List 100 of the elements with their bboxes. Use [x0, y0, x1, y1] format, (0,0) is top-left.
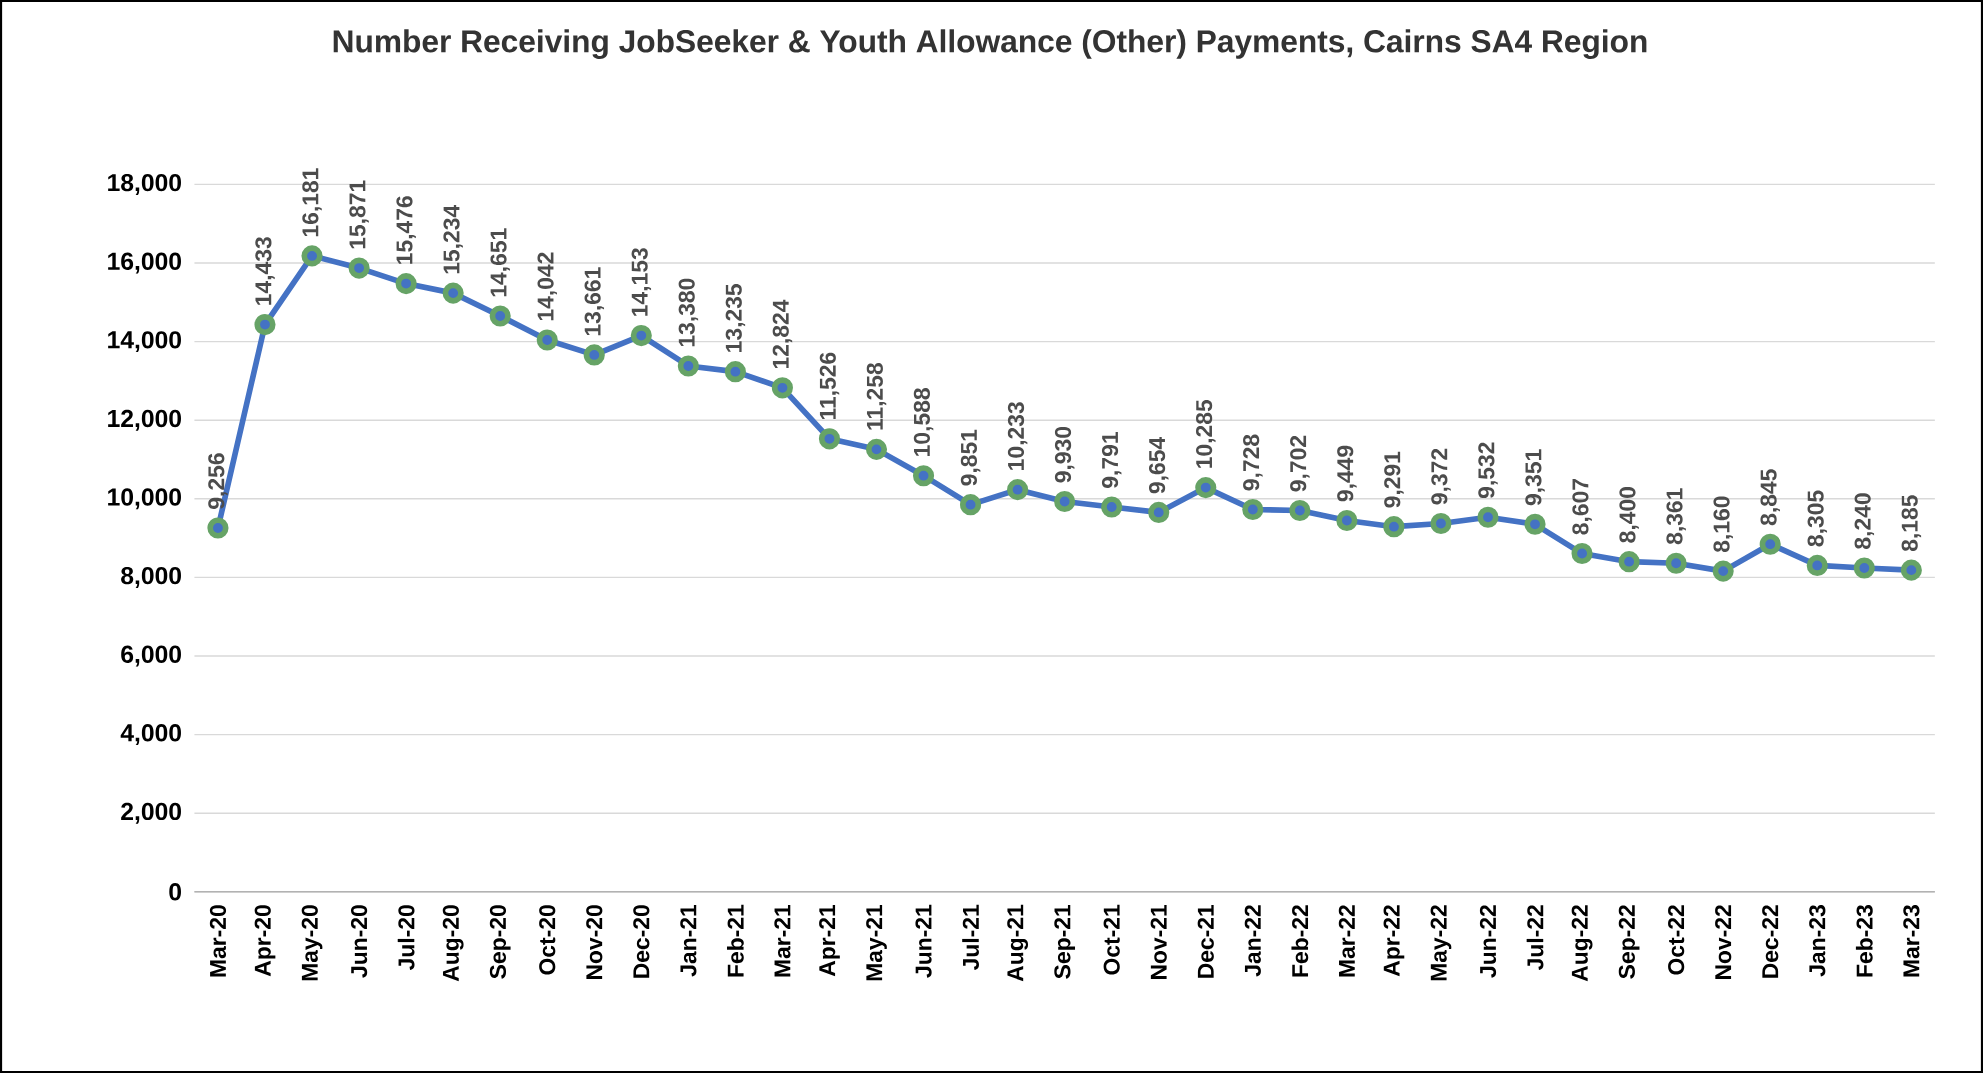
data-label: 8,160 [1713, 496, 1733, 552]
x-tick-label: Jul-21 [962, 904, 979, 970]
point [1477, 506, 1499, 528]
point [1289, 499, 1311, 521]
x-tick-label: Jan-21 [680, 904, 697, 977]
x-tick-label: Mar-22 [1338, 905, 1355, 977]
data-label: 9,930 [1054, 426, 1075, 483]
data-label: 15,871 [349, 180, 369, 249]
data-label: 8,185 [1901, 495, 1922, 552]
data-label: 8,845 [1760, 469, 1780, 526]
point [254, 313, 276, 336]
x-tick-label: Nov-20 [586, 905, 603, 979]
point [1336, 509, 1358, 531]
data-label: 9,728 [1243, 434, 1263, 491]
x-tick-label: Dec-21 [1197, 904, 1214, 978]
point [1383, 516, 1405, 538]
data-label: 9,351 [1525, 449, 1545, 506]
y-tick-label: 18,000 [108, 173, 181, 195]
data-label: 16,181 [302, 168, 322, 237]
data-label: 11,526 [819, 352, 840, 419]
x-tick-label: Sep-20 [489, 905, 511, 979]
point [1806, 554, 1828, 576]
x-tick-label: Oct-21 [1103, 904, 1120, 975]
data-label: 14,433 [255, 237, 275, 305]
point [1524, 513, 1546, 535]
point [1665, 552, 1687, 574]
x-tick-label: Sep-22 [1618, 905, 1640, 979]
y-tick-label: 12,000 [108, 409, 181, 431]
x-tick-label: Feb-23 [1855, 905, 1873, 977]
data-label: 13,661 [584, 267, 605, 336]
x-tick-label: Jun-21 [915, 904, 932, 978]
point [1242, 498, 1264, 520]
x-tick-label: Jun-22 [1479, 905, 1497, 978]
point [1759, 533, 1781, 555]
x-tick-label: Oct-22 [1668, 905, 1685, 975]
x-tick-label: Sep-21 [1054, 904, 1076, 979]
x-tick-label: Jan-22 [1244, 905, 1261, 977]
point [1618, 551, 1640, 573]
x-tick-label: May-22 [1430, 905, 1452, 981]
data-label: 9,256 [208, 453, 228, 509]
x-tick-label: Apr-22 [1383, 905, 1405, 977]
point [583, 344, 605, 366]
x-tick-label: Dec-20 [633, 905, 650, 978]
point [677, 355, 699, 377]
x-tick-label: Nov-21 [1150, 904, 1167, 979]
data-label: 9,791 [1101, 431, 1122, 488]
point [960, 494, 982, 516]
point [1430, 512, 1452, 534]
data-label: 9,449 [1337, 445, 1357, 502]
data-label: 9,851 [960, 429, 981, 486]
y-tick-label: 10,000 [108, 488, 181, 510]
data-label: 13,380 [678, 278, 699, 347]
x-tick-label: Mar-23 [1903, 905, 1920, 977]
x-tick-label: Mar-20 [209, 905, 227, 977]
point [442, 282, 464, 304]
x-tick-label: Mar-21 [774, 904, 791, 977]
x-tick-label: Oct-20 [539, 905, 556, 975]
x-tick-label: Nov-22 [1715, 905, 1732, 979]
point [536, 329, 558, 351]
data-label: 15,476 [396, 196, 416, 264]
point [1007, 478, 1029, 501]
x-tick-label: Dec-22 [1762, 905, 1779, 978]
point [1195, 476, 1217, 499]
y-tick-label: 16,000 [108, 252, 181, 274]
x-tick-label: Feb-21 [726, 904, 744, 977]
x-tick-label: Apr-21 [819, 904, 840, 977]
point [1054, 490, 1076, 513]
y-tick-label: 4,000 [120, 724, 181, 746]
data-label: 8,607 [1572, 478, 1592, 535]
data-label: 10,233 [1007, 402, 1028, 470]
point [771, 377, 793, 399]
point [1853, 557, 1875, 579]
x-tick-label: Apr-20 [254, 905, 276, 977]
data-label: 9,702 [1290, 435, 1310, 492]
data-label: 10,285 [1196, 399, 1216, 468]
point [912, 465, 935, 487]
y-tick-label: 8,000 [121, 566, 181, 588]
point [1712, 560, 1734, 582]
point [301, 245, 323, 267]
x-tick-label: Aug-22 [1571, 905, 1593, 982]
point [489, 305, 511, 327]
data-label: 10,588 [913, 387, 934, 456]
y-tick-label: 2,000 [121, 802, 181, 824]
data-label: 14,651 [490, 228, 510, 297]
point [865, 438, 888, 460]
x-tick-label: Jun-20 [350, 905, 368, 978]
y-tick-label: 14,000 [108, 331, 181, 353]
data-label: 13,235 [725, 283, 746, 352]
data-label: 12,824 [772, 299, 793, 368]
x-tick-label: Feb-22 [1291, 905, 1309, 977]
point [1101, 496, 1123, 518]
data-label: 8,240 [1854, 493, 1875, 549]
y-tick-label: 6,000 [121, 645, 181, 667]
data-label: 8,305 [1807, 490, 1828, 547]
data-label: 9,291 [1384, 451, 1404, 508]
point [207, 517, 229, 539]
data-label: 11,258 [866, 362, 887, 430]
x-tick-label: Jul-20 [397, 905, 415, 970]
y-tick-label: 0 [169, 883, 181, 901]
data-label: 15,234 [443, 204, 463, 274]
